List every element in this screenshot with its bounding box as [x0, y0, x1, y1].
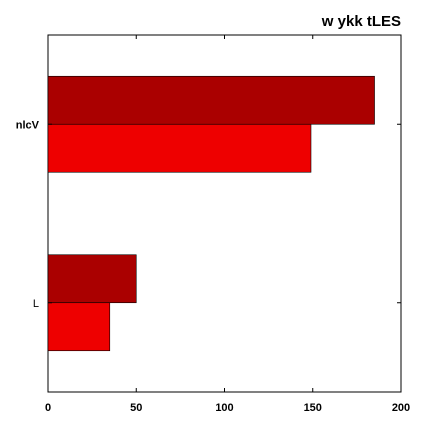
chart-title: w ykk tLES: [321, 13, 401, 30]
bars-layer: [47, 75, 375, 352]
ticks-layer: [47, 35, 402, 392]
bar-nlcv-series-1: [47, 75, 375, 125]
x-tick-label: 150: [304, 402, 322, 414]
x-tick-label: 0: [45, 402, 51, 414]
bar-l-series-2: [47, 302, 111, 352]
labels-layer: nlcV L 0 50 100 150 200: [16, 119, 410, 414]
y-tick-label: L: [33, 298, 39, 310]
x-tick-label: 200: [392, 402, 410, 414]
x-tick-label: 50: [130, 402, 142, 414]
y-tick-label: nlcV: [16, 119, 40, 131]
x-tick-label: 100: [215, 402, 233, 414]
bar-nlcv-series-2: [47, 123, 312, 173]
bar-l-series-1: [47, 254, 137, 304]
